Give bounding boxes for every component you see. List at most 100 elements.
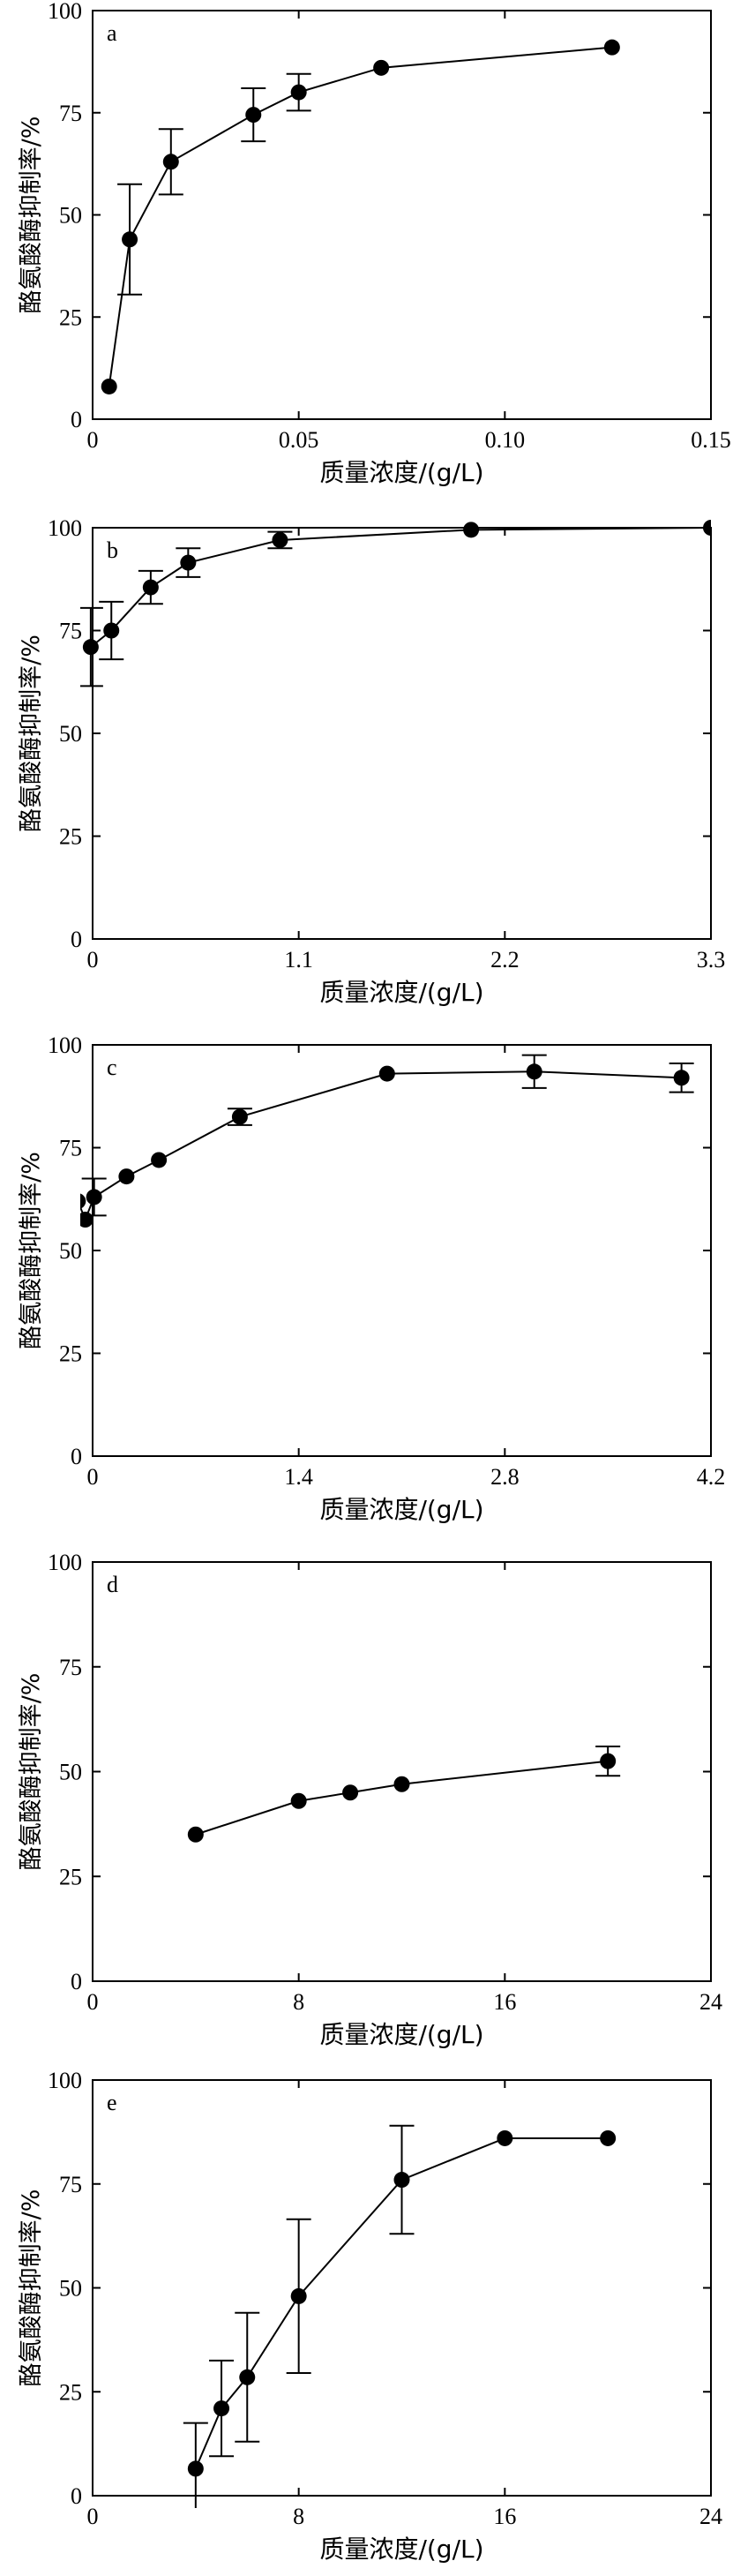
y-tick-label: 0 [71, 927, 82, 952]
data-point [187, 1826, 204, 1843]
y-tick-label: 100 [48, 1033, 82, 1058]
data-point [101, 378, 117, 394]
data-point [162, 154, 179, 170]
data-point [80, 1193, 86, 1209]
x-tick-label: 0 [87, 2504, 99, 2529]
series-0 [183, 2124, 617, 2508]
plot-frame [92, 1561, 712, 1982]
y-tick-label: 100 [48, 0, 82, 24]
y-axis-title: 酪氨酸酶抑制率/% [18, 635, 45, 832]
data-point [118, 1168, 135, 1185]
panel-letter: e [107, 2090, 117, 2115]
y-tick-label: 75 [59, 1136, 82, 1161]
data-point [122, 231, 138, 248]
data-point [703, 520, 711, 536]
plot-frame [92, 527, 712, 940]
panel-letter: c [107, 1055, 117, 1080]
y-axis-title: 酪氨酸酶抑制率/% [18, 116, 45, 314]
data-point [373, 59, 390, 76]
data-point [290, 2287, 307, 2304]
data-point [187, 2460, 204, 2477]
x-tick-label: 1.4 [284, 1464, 313, 1490]
series-0 [80, 1054, 694, 1228]
data-point [378, 1065, 395, 1082]
x-axis-title: 质量浓度/(g/L) [319, 2020, 483, 2049]
data-point [80, 1212, 93, 1228]
series-line [108, 46, 612, 387]
y-tick-label: 25 [59, 2379, 82, 2405]
y-tick-label: 50 [59, 721, 82, 747]
y-tick-label: 75 [59, 619, 82, 644]
data-point [497, 2129, 513, 2146]
data-point [600, 2129, 617, 2146]
chart-panel-e: 0 25 50 75 100 0 8 16 24 e 质量浓度/(g/L) 酪氨酸酶抑制率/% [18, 2068, 722, 2564]
y-tick-label: 0 [71, 1444, 82, 1469]
y-tick-label: 50 [59, 1238, 82, 1264]
data-point [151, 1152, 168, 1168]
panel-letter: a [107, 20, 117, 46]
series-line [195, 1760, 609, 1836]
plot-frame [92, 1044, 712, 1457]
data-point [290, 84, 307, 101]
data-point [526, 1063, 542, 1080]
y-tick-label: 25 [59, 1341, 82, 1367]
chart-panel-a: 0 25 50 75 100 0 0.05 0.10 0.15 a 质量浓度/(g/L) 酪氨酸酶抑制… [18, 0, 731, 487]
x-tick-label: 3.3 [697, 947, 726, 973]
x-tick-label: 0 [87, 947, 99, 973]
y-tick-label: 50 [59, 2276, 82, 2302]
x-tick-label: 0.05 [279, 427, 319, 453]
chart-panel-b: 0 25 50 75 100 0 1.1 2.2 3.3 b 质量浓度/(g/L) 酪氨酸酶抑制率/% [18, 515, 725, 1007]
data-point [290, 1792, 307, 1809]
y-tick-label: 0 [71, 407, 82, 432]
series-0 [187, 1746, 621, 1843]
data-point [600, 1753, 617, 1769]
x-tick-label: 16 [493, 1989, 516, 2015]
y-tick-label: 25 [59, 824, 82, 850]
x-tick-label: 4.2 [697, 1464, 726, 1490]
data-point [86, 1189, 102, 1205]
data-point [463, 522, 480, 538]
panel-letter: d [107, 1572, 118, 1597]
chart-panel-c: 0 25 50 75 100 0 1.4 2.8 4.2 c 质量浓度/(g/L) 酪氨酸酶抑制率/% [18, 1033, 725, 1524]
data-point [245, 107, 262, 124]
x-tick-label: 0.15 [691, 427, 731, 453]
data-point [673, 1070, 690, 1086]
series-line [80, 1070, 682, 1222]
y-tick-label: 50 [59, 203, 82, 229]
data-point [231, 1108, 248, 1125]
y-axis-title: 酪氨酸酶抑制率/% [18, 1152, 45, 1349]
y-tick-label: 100 [48, 1550, 82, 1575]
x-tick-label: 16 [493, 2504, 516, 2529]
y-tick-label: 50 [59, 1760, 82, 1785]
series-line [90, 527, 711, 648]
series-0 [101, 39, 620, 394]
data-point [393, 2172, 410, 2189]
series-0 [80, 520, 711, 687]
x-axis-title: 质量浓度/(g/L) [319, 458, 483, 487]
data-point [213, 2400, 230, 2417]
x-tick-label: 0.10 [485, 427, 526, 453]
y-tick-label: 100 [48, 2068, 82, 2093]
x-axis-title: 质量浓度/(g/L) [319, 1495, 483, 1524]
x-tick-label: 0 [87, 427, 99, 453]
plot-frame [92, 10, 712, 420]
data-point [180, 554, 197, 571]
data-point [239, 2369, 256, 2385]
x-tick-label: 2.8 [490, 1464, 520, 1490]
x-axis-title: 质量浓度/(g/L) [319, 978, 483, 1007]
panel-letter: b [107, 537, 118, 563]
x-tick-label: 8 [293, 2504, 304, 2529]
x-tick-label: 24 [699, 2504, 722, 2529]
x-tick-label: 1.1 [284, 947, 313, 973]
y-tick-label: 0 [71, 1969, 82, 1994]
data-point [103, 622, 120, 639]
y-tick-label: 75 [59, 1655, 82, 1680]
y-axis-title: 酪氨酸酶抑制率/% [18, 1673, 45, 1871]
data-point [272, 531, 288, 548]
x-axis-title: 质量浓度/(g/L) [319, 2535, 483, 2564]
y-tick-label: 75 [59, 101, 82, 126]
chart-panel-d: 0 25 50 75 100 0 8 16 24 d 质量浓度/(g/L) 酪氨酸酶抑制率/% [18, 1550, 722, 2049]
x-tick-label: 0 [87, 1464, 99, 1490]
x-tick-label: 24 [699, 1989, 722, 2015]
